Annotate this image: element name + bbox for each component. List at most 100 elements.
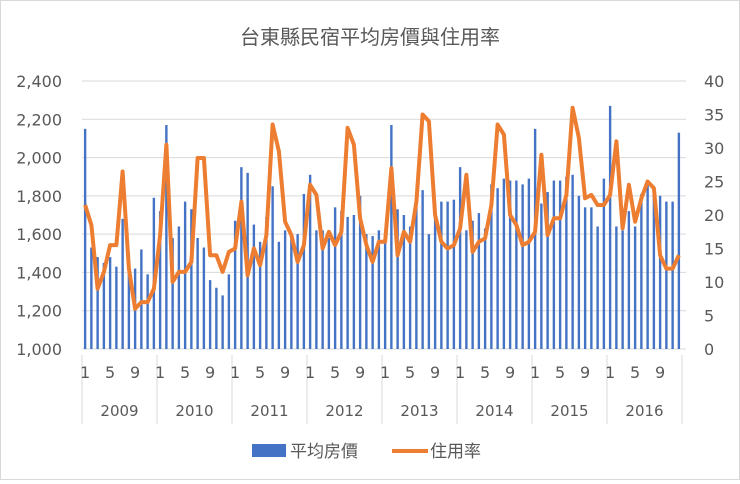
month-tick-label: 1 (380, 363, 390, 382)
y-right-tick-label: 0 (704, 340, 714, 359)
year-label: 2012 (325, 402, 363, 420)
price-bar (140, 249, 143, 349)
year-label: 2010 (175, 402, 213, 420)
price-bar (190, 209, 193, 349)
price-bar (108, 257, 112, 349)
price-bar (340, 211, 343, 349)
month-tick-label: 9 (505, 363, 515, 382)
price-bar (158, 211, 162, 349)
month-tick-label: 5 (630, 363, 640, 382)
month-tick-label: 5 (330, 363, 340, 382)
price-bar (671, 201, 674, 349)
price-bar (665, 201, 668, 349)
month-tick-label: 5 (405, 363, 415, 382)
month-tick-label: 9 (655, 363, 665, 382)
price-bar (533, 128, 537, 349)
price-bar (427, 234, 431, 349)
price-bar (640, 193, 643, 349)
price-bar (358, 195, 362, 349)
price-bar (658, 195, 662, 349)
month-tick-label: 5 (480, 363, 490, 382)
price-bar (515, 180, 518, 349)
year-label: 2009 (100, 402, 138, 420)
price-bar (308, 174, 312, 349)
price-bar (565, 176, 568, 349)
price-bar (452, 199, 456, 349)
price-bar (408, 226, 412, 349)
price-bar (402, 215, 406, 349)
month-tick-label: 5 (180, 363, 190, 382)
price-bar (521, 184, 524, 349)
price-bar (90, 247, 93, 349)
price-bar (433, 203, 437, 349)
price-bar (227, 274, 231, 349)
price-bar (296, 234, 299, 349)
price-bar (333, 207, 337, 349)
price-bar (633, 226, 637, 349)
y-right-tick-label: 10 (704, 273, 724, 292)
month-tick-label: 5 (555, 363, 565, 382)
y-right-tick-label: 40 (704, 72, 724, 91)
price-bar (290, 237, 293, 349)
price-bar (346, 216, 349, 349)
price-bar (283, 230, 287, 349)
price-bar (540, 203, 543, 349)
price-bar (215, 287, 218, 349)
price-bar (465, 230, 468, 349)
price-bar (527, 178, 531, 349)
price-bar (458, 167, 462, 349)
price-bar (583, 207, 587, 349)
y-right-tick-label: 15 (704, 240, 724, 259)
y-right-tick-label: 30 (704, 139, 724, 158)
legend: 平均房價 住用率 (252, 442, 481, 462)
price-bar (271, 186, 274, 349)
price-bar (502, 178, 506, 349)
price-bar (183, 201, 187, 349)
price-bar (165, 125, 168, 350)
y-right-tick-label: 20 (704, 206, 724, 225)
price-bar (590, 207, 593, 349)
legend-label-price: 平均房價 (290, 442, 358, 462)
price-bar (390, 125, 393, 350)
month-tick-label: 9 (130, 363, 140, 382)
price-bar (352, 215, 356, 349)
y-left-tick-label: 1,000 (16, 340, 62, 359)
price-bar (265, 216, 268, 349)
price-bar (196, 237, 199, 349)
price-bar (508, 180, 512, 349)
occupancy-line (83, 105, 681, 311)
month-tick-label: 1 (530, 363, 540, 382)
price-bar (83, 128, 87, 349)
price-bar (96, 257, 99, 349)
month-tick-label: 1 (455, 363, 465, 382)
price-bar (477, 213, 481, 349)
price-bar (383, 234, 387, 349)
price-bar (177, 226, 181, 349)
price-bar (577, 195, 581, 349)
year-label: 2011 (250, 402, 288, 420)
chart-title: 台東縣民宿平均房價與住用率 (240, 25, 500, 49)
price-bar (396, 209, 399, 349)
price-bar (558, 180, 562, 349)
price-bar (115, 266, 118, 349)
y-left-tick-label: 1,400 (16, 263, 62, 282)
month-tick-label: 1 (605, 363, 615, 382)
y-right-tick-label: 35 (704, 106, 724, 125)
legend-label-occupancy: 住用率 (430, 442, 481, 462)
y-left-tick-label: 1,800 (16, 187, 62, 206)
price-bar (421, 190, 424, 349)
y-left-tick-label: 2,000 (16, 149, 62, 168)
year-label: 2014 (475, 402, 513, 420)
price-bar (121, 218, 124, 349)
legend-swatch-price (252, 444, 286, 457)
month-tick-label: 5 (105, 363, 115, 382)
price-bar (490, 184, 493, 349)
price-bar (258, 241, 262, 349)
price-bar (571, 174, 574, 349)
price-bar (646, 184, 649, 349)
price-bar (496, 188, 499, 349)
price-bar (102, 262, 106, 349)
price-bar (127, 253, 131, 349)
price-bar (208, 280, 212, 349)
